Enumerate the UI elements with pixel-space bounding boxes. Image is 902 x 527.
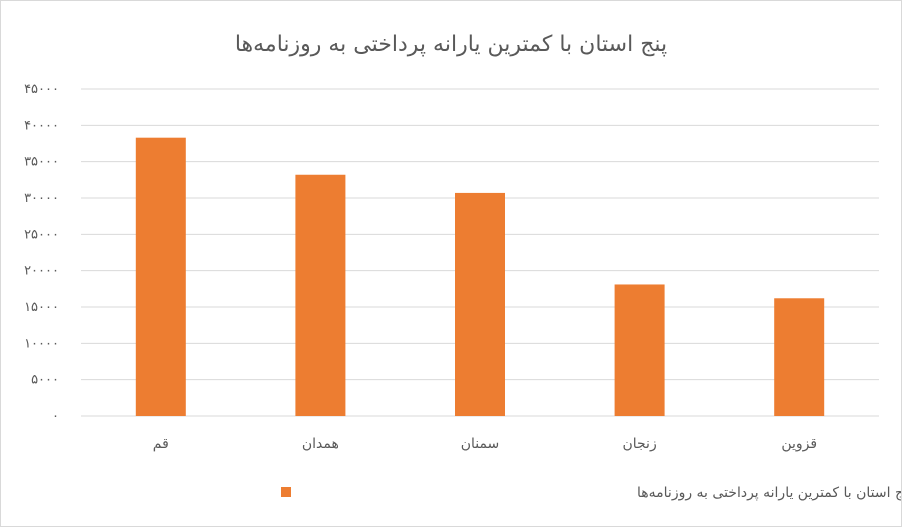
y-tick-label: ۲۰۰۰۰ (24, 264, 59, 279)
x-category-label: همدان (302, 436, 339, 452)
y-tick-label: ۵۰۰۰ (31, 373, 59, 388)
y-tick-label: ۴۰۰۰۰ (24, 118, 59, 133)
y-tick-label: ۲۵۰۰۰ (24, 227, 59, 242)
y-tick-label: ۱۵۰۰۰ (24, 300, 59, 315)
x-category-label: قم (153, 436, 169, 452)
y-tick-label: ۳۰۰۰۰ (24, 191, 59, 206)
bar (135, 137, 186, 417)
bar (614, 284, 665, 416)
y-tick-label: ۱۰۰۰۰ (24, 336, 59, 351)
y-tick-label: ۴۵۰۰۰ (24, 82, 59, 97)
x-category-label: زنجان (622, 436, 656, 452)
y-axis-ticks: ۰ ۵۰۰۰ ۱۰۰۰۰ ۱۵۰۰۰ ۲۰۰۰۰ ۲۵۰۰۰ ۳۰۰۰۰ ۳۵۰۰۰ ۴۰۰۰۰… (24, 82, 59, 424)
legend-label: پنج استان با کمترین یارانه پرداختی به رو… (637, 485, 901, 501)
bars (135, 137, 825, 417)
bar (774, 298, 825, 416)
x-category-label: قزوین (781, 436, 817, 452)
y-tick-label: ۳۵۰۰۰ (24, 155, 59, 170)
bar (295, 174, 346, 416)
chart-title: پنج استان با کمترین یارانه پرداختی به رو… (235, 32, 667, 57)
y-tick-label: ۰ (52, 409, 59, 424)
legend-swatch (281, 487, 291, 497)
x-axis-categories: قم همدان سمنان زنجان قزوین (153, 436, 817, 452)
legend: پنج استان با کمترین یارانه پرداختی به رو… (281, 485, 901, 501)
x-category-label: سمنان (461, 436, 500, 452)
bar (455, 192, 505, 416)
